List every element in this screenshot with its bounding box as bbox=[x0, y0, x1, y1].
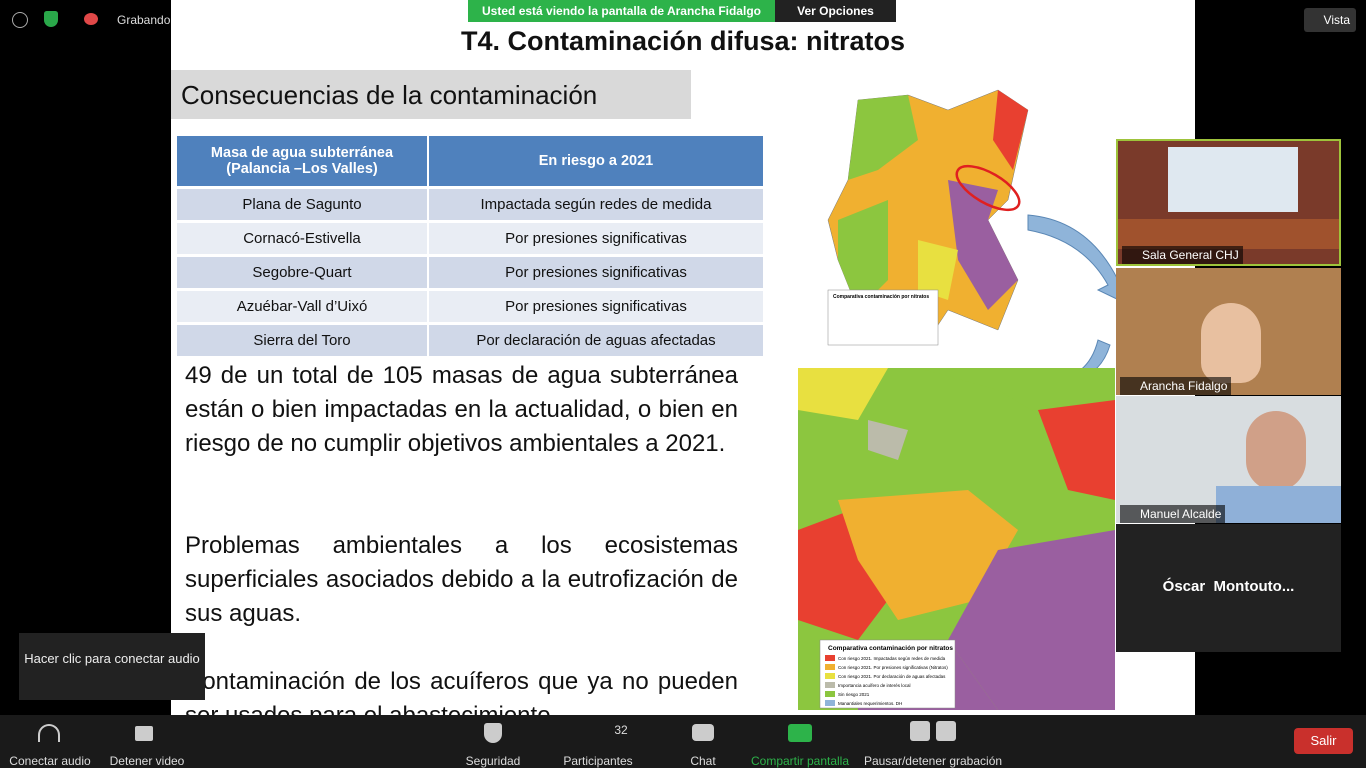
view-button[interactable]: Vista bbox=[1304, 8, 1356, 32]
tooltip: Hacer clic para conectar audio bbox=[19, 633, 205, 700]
video-tile[interactable]: Arancha Fidalgo bbox=[1116, 268, 1341, 395]
participant-name: Óscar Montouto... bbox=[1162, 578, 1295, 595]
share-button[interactable]: Compartir pantalla bbox=[750, 754, 850, 768]
cell: Por presiones significativas bbox=[429, 257, 765, 288]
info-icon[interactable] bbox=[12, 12, 28, 28]
legend-item: Sin riesgo 2021 bbox=[838, 692, 870, 697]
shared-slide: T4. Contaminación difusa: nitratos Conse… bbox=[171, 0, 1195, 715]
paragraph: Problemas ambientales a los ecosistemas … bbox=[185, 532, 738, 627]
video-button[interactable]: Detener video bbox=[109, 754, 185, 768]
legend-item: Con riesgo 2021. Por declaración de agua… bbox=[838, 674, 946, 679]
table-header: Masa de agua subterránea (Palancia –Los … bbox=[177, 136, 429, 186]
cell: Por declaración de aguas afectadas bbox=[429, 325, 765, 356]
participant-count: 32 bbox=[614, 723, 628, 737]
cell: Segobre-Quart bbox=[177, 257, 429, 288]
upper-map: Comparativa contaminación por nitratos bbox=[827, 89, 1029, 346]
legend-title: Comparativa contaminación por nitratos bbox=[833, 294, 929, 300]
record-icon bbox=[84, 13, 98, 25]
legend-item: Importancia acuífero de interés local bbox=[838, 683, 911, 688]
security-button[interactable]: Seguridad bbox=[465, 754, 521, 768]
audio-button[interactable]: Conectar audio bbox=[9, 754, 91, 768]
maps: Comparativa contaminación por nitratos C… bbox=[798, 89, 1129, 710]
leave-button[interactable]: Salir bbox=[1294, 728, 1353, 754]
recording-label: Grabando... bbox=[117, 13, 181, 27]
paragraph: Contaminación de los acuíferos que ya no… bbox=[185, 668, 738, 715]
record-button[interactable]: Pausar/detener grabación bbox=[863, 754, 1003, 768]
slide-title: T4. Contaminación difusa: nitratos bbox=[460, 26, 906, 56]
cell: Por presiones significativas bbox=[429, 291, 765, 322]
table-header: En riesgo a 2021 bbox=[429, 136, 765, 186]
toolbar: Conectar audio Detener video Seguridad P… bbox=[0, 715, 1366, 768]
chat-button[interactable]: Chat bbox=[690, 754, 716, 768]
legend-item: Manantiales requerimientos. DH bbox=[838, 701, 902, 706]
video-tile[interactable]: Sala General CHJ bbox=[1116, 139, 1341, 266]
security-icon[interactable] bbox=[44, 11, 58, 27]
participant-name: Arancha Fidalgo bbox=[1120, 377, 1232, 395]
cell: Plana de Sagunto bbox=[177, 189, 429, 220]
participant-name: Sala General CHJ bbox=[1122, 246, 1243, 264]
legend-item: Con riesgo 2021. Impactadas según redes … bbox=[838, 656, 946, 661]
cell: Sierra del Toro bbox=[177, 325, 429, 356]
participants-button[interactable]: Participantes bbox=[563, 754, 633, 768]
video-tile[interactable]: Manuel Alcalde bbox=[1116, 396, 1341, 523]
cell: Azuébar-Vall d’Uixó bbox=[177, 291, 429, 322]
lower-map: Comparativa contaminación por nitratos C… bbox=[798, 368, 1115, 710]
slide-subtitle: Consecuencias de la contaminación bbox=[171, 70, 691, 119]
view-options[interactable]: Ver Opciones bbox=[775, 0, 896, 22]
legend-title: Comparativa contaminación por nitratos bbox=[828, 645, 953, 652]
risk-table: Masa de agua subterránea (Palancia –Los … bbox=[177, 133, 765, 359]
cell: Por presiones significativas bbox=[429, 223, 765, 254]
legend-item: Con riesgo 2021. Por presiones significa… bbox=[838, 665, 948, 670]
cell: Impactada según redes de medida bbox=[429, 189, 765, 220]
video-tile[interactable]: Óscar Montouto... bbox=[1116, 524, 1341, 652]
participant-name: Manuel Alcalde bbox=[1120, 505, 1226, 523]
cell: Cornacó-Estivella bbox=[177, 223, 429, 254]
paragraph: 49 de un total de 105 masas de agua subt… bbox=[185, 362, 738, 457]
share-banner: Usted está viendo la pantalla de Arancha… bbox=[468, 0, 775, 22]
